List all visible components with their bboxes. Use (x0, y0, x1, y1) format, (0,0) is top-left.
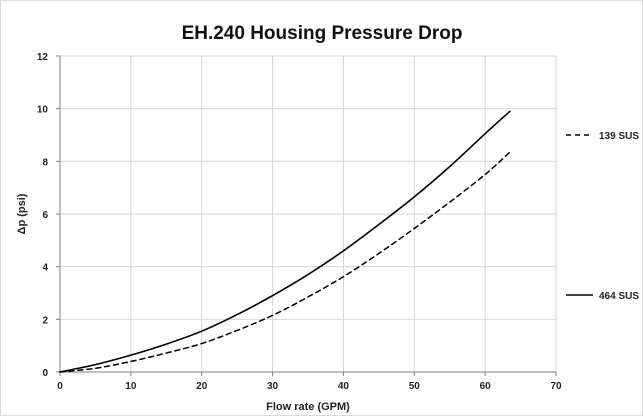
series-line-1 (59, 110, 511, 373)
y-tick-label: 6 (42, 210, 48, 221)
y-tick-label: 12 (37, 52, 49, 63)
y-tick-label: 0 (42, 368, 48, 379)
gridlines (59, 55, 557, 373)
x-tick-label: 20 (196, 381, 208, 392)
y-axis-label: Δp (psi) (16, 193, 28, 234)
x-tick-label: 30 (267, 381, 279, 392)
y-tick-label: 10 (37, 105, 49, 116)
y-tick-label: 2 (42, 315, 48, 326)
x-tick-label: 50 (409, 381, 421, 392)
legend: 139 SUS 464 SUS (566, 131, 639, 302)
chart-title: EH.240 Housing Pressure Drop (182, 23, 463, 44)
x-axis-label: Flow rate (GPM) (266, 401, 350, 413)
x-tick-label: 70 (550, 381, 562, 392)
tick-labels: 0 10 20 30 40 50 60 70 0 2 4 6 8 10 12 (37, 52, 562, 392)
x-tick-label: 60 (480, 381, 492, 392)
legend-label-0: 139 SUS (599, 131, 639, 142)
x-tick-label: 40 (338, 381, 350, 392)
legend-label-1: 464 SUS (599, 291, 639, 302)
series-line-0 (59, 151, 511, 373)
y-tick-label: 4 (42, 263, 48, 274)
y-tick-label: 8 (42, 157, 48, 168)
series-lines (59, 110, 511, 373)
x-tick-label: 10 (125, 381, 137, 392)
x-tick-label: 0 (57, 381, 63, 392)
axes (56, 55, 557, 376)
